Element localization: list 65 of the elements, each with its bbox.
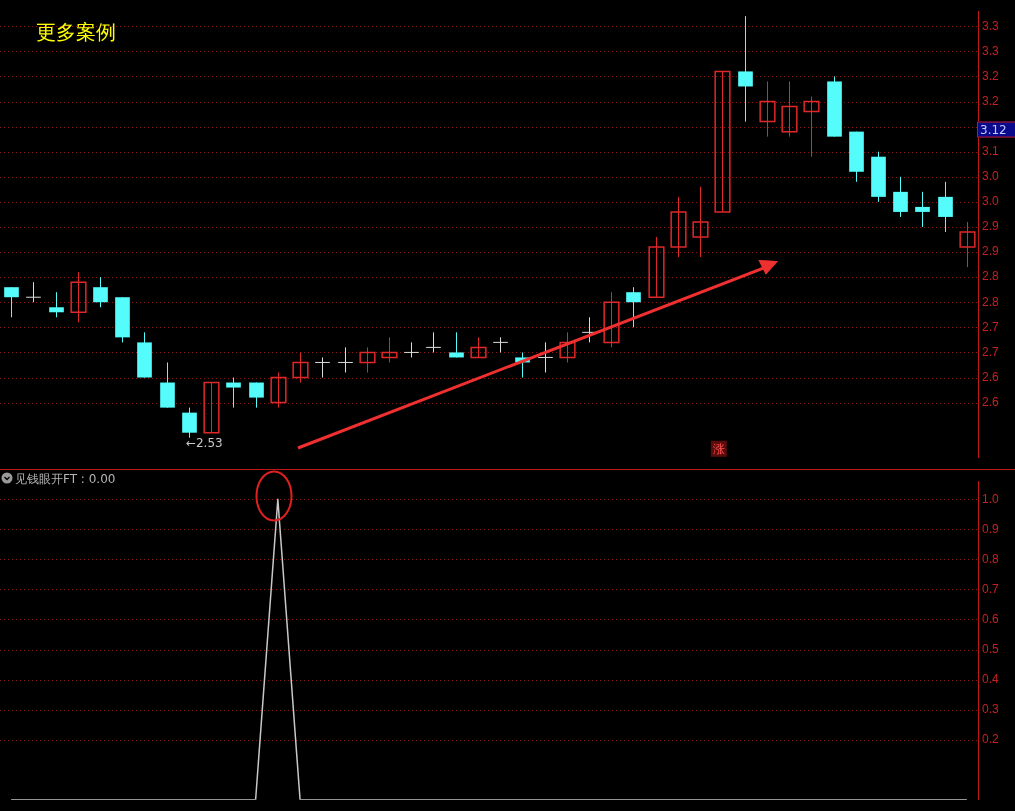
candlestick [403,341,420,358]
candlestick [537,341,554,373]
annotation: 涨 [712,441,725,456]
candlestick [470,336,487,359]
candlestick [425,331,442,353]
candlestick [25,281,42,303]
y-tick-label: 0.6 [982,611,1000,626]
candlestick [893,176,908,218]
y-tick-label: 2.9 [982,244,1000,259]
candlestick [738,15,753,123]
candlestick [938,181,953,233]
text: 更多案例 [36,20,116,45]
text: 3.12 [980,122,1007,137]
y-tick-label: 2.6 [982,394,1000,409]
y-tick-label: 2.6 [982,369,1000,384]
candlestick [226,377,241,409]
y-tick-label: 3.3 [982,43,1000,58]
annotation: ←2.53 [185,435,223,450]
candlestick [337,346,354,373]
y-tick-label: 0.2 [982,732,1000,746]
y-tick-label: 3.2 [982,68,1000,83]
candlestick [70,271,87,323]
y-tick-label: 0.4 [982,671,1000,686]
y-tick-label: 0.3 [982,701,1000,716]
y-tick-label: 0.7 [982,581,1000,596]
y-tick-label: 3.2 [982,93,1000,108]
candlestick [781,80,798,138]
y-tick-label: 3.3 [982,18,1000,33]
candlestick [492,336,509,353]
candlestick [270,371,287,409]
candlestick [314,356,331,379]
candlestick [759,80,776,138]
candlestick [626,286,641,328]
y-tick-label: 0.8 [982,551,1000,566]
candlestick [249,382,264,409]
y-tick-label: 2.7 [982,344,1000,359]
candlestick [559,331,576,363]
y-tick-label: 0.9 [982,521,1000,536]
candlestick [915,191,930,228]
candlestick [603,291,620,348]
y-tick-label: 3.1 [982,144,1000,159]
candlestick [692,186,709,258]
candlestick [292,351,309,384]
candlestick [959,221,976,268]
candlestick [381,336,398,363]
candlestick [182,407,197,439]
y-tick-label: 3.0 [982,194,1000,209]
candlestick [203,381,220,434]
y-tick-label: 2.9 [982,219,1000,234]
candlestick [4,286,19,318]
y-tick-label: 2.8 [982,269,1000,284]
y-tick-label: 1.0 [982,491,1000,506]
candlestick [714,70,731,213]
y-tick-label: 2.8 [982,294,1000,309]
candlestick [449,331,464,358]
y-tick-label: 2.7 [982,319,1000,334]
candlestick [49,291,64,318]
candlestick [803,96,820,158]
chart-title: 见钱眼开FT : 0.00 [15,472,116,487]
candlestick [93,276,108,308]
candlestick [648,236,665,298]
y-tick-label: 3.0 [982,169,1000,184]
y-tick-label: 0.5 [982,641,1000,656]
candlestick [359,346,376,373]
candlestick [670,196,687,258]
